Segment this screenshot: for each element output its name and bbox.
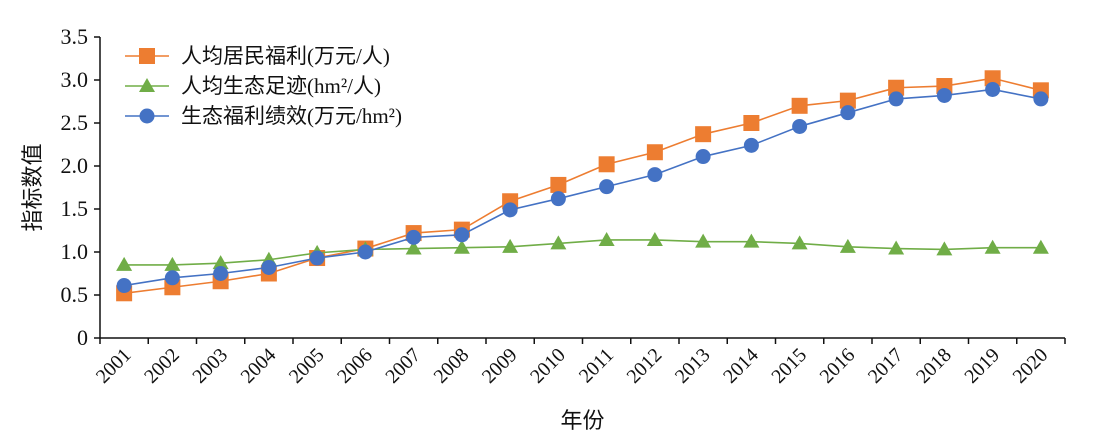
y-axis-title: 指标数值: [20, 143, 45, 231]
series-1-point: [984, 70, 1001, 87]
series-1-point: [888, 79, 905, 96]
x-tick-label: 2015: [767, 344, 811, 388]
x-tick-label: 2019: [960, 344, 1004, 388]
x-tick-label: 2001: [92, 344, 136, 388]
series-2-point: [405, 240, 422, 255]
series-3-point: [888, 91, 904, 107]
legend-entry-2: 人均生态足迹(hm²/人): [125, 74, 381, 98]
series-2-point: [212, 255, 229, 270]
series-2-point: [1032, 239, 1049, 254]
x-tick-label: 2016: [816, 344, 860, 388]
series-3-point: [695, 149, 711, 165]
x-tick-label: 2012: [623, 344, 667, 388]
x-tick-label: 2006: [333, 344, 377, 388]
series-2-point: [984, 239, 1001, 254]
series-3-point: [116, 278, 132, 294]
series-2-point: [791, 235, 808, 250]
series-2-point: [116, 256, 133, 271]
series-3-point: [550, 191, 566, 207]
series-3-point: [357, 244, 373, 260]
series-3-point: [406, 229, 422, 245]
series-3-point: [454, 227, 470, 243]
series-2-point: [646, 231, 663, 246]
series-1-point: [839, 92, 856, 109]
series-1-point: [646, 144, 663, 161]
y-tick-label: 0: [77, 325, 88, 350]
y-tick-label: 3.0: [61, 67, 89, 92]
series-3-point: [261, 259, 277, 275]
x-ticks: 2001 2002 2003 2004 2005 2006 2007 2008 2009 2010…: [92, 338, 1066, 388]
series-2-line: [124, 239, 1041, 266]
y-tick-label: 2.0: [61, 153, 89, 178]
series-2-point: [453, 239, 470, 254]
x-tick-label: 2013: [671, 344, 715, 388]
x-tick-label: 2002: [140, 344, 184, 388]
series-1-point: [598, 156, 615, 173]
series-2: [116, 231, 1049, 271]
legend-label: 人均生态足迹(hm²/人): [181, 74, 381, 98]
legend-label: 人均居民福利(万元/人): [181, 44, 390, 68]
x-tick-label: 2014: [719, 344, 763, 388]
series-1-point: [695, 126, 712, 143]
series-1-point: [791, 97, 808, 114]
x-axis-title: 年份: [560, 408, 604, 433]
x-tick-label: 2008: [430, 344, 474, 388]
series-3-point: [309, 250, 325, 266]
series-1-line: [124, 77, 1042, 295]
series-2-point: [936, 241, 953, 256]
series-2-point: [839, 238, 856, 253]
series-3-point: [1033, 91, 1049, 107]
y-tick-label: 0.5: [61, 282, 89, 307]
x-tick-label: 2018: [912, 344, 956, 388]
x-tick-label: 2004: [237, 344, 281, 388]
series-3-point: [985, 81, 1001, 97]
series-3-point: [840, 105, 856, 121]
series-3-point: [743, 137, 759, 153]
x-tick-label: 2020: [1009, 344, 1053, 388]
legend-marker: [139, 108, 155, 124]
series-3-point: [647, 167, 663, 183]
legend-marker: [139, 78, 155, 92]
series-1-point: [743, 115, 760, 131]
series-2-point: [502, 238, 519, 253]
series-2-point: [695, 233, 712, 248]
x-tick-label: 2011: [575, 344, 618, 387]
legend-marker: [139, 48, 155, 64]
y-tick-label: 3.5: [61, 24, 89, 49]
series-3-point: [936, 87, 952, 103]
legend-label: 生态福利绩效(万元/hm²): [181, 104, 402, 128]
series-2-point: [164, 256, 181, 271]
x-tick-label: 2007: [381, 344, 425, 388]
y-ticks: 0 0.5 1.0 1.5 2.0 2.5 3.0 3.5: [61, 24, 100, 350]
series-3-line: [123, 88, 1042, 287]
series-3-point: [213, 266, 229, 281]
x-tick-label: 2005: [285, 344, 329, 388]
series-3-point: [502, 202, 518, 218]
x-tick-label: 2017: [864, 344, 908, 388]
x-tick-label: 2010: [526, 344, 570, 388]
series-2-point: [598, 231, 615, 246]
legend-entry-3: 生态福利绩效(万元/hm²): [125, 104, 402, 128]
series-layer: [116, 70, 1049, 302]
series-3: [116, 81, 1049, 294]
y-tick-label: 1.0: [61, 239, 89, 264]
legend-entry-1: 人均居民福利(万元/人): [125, 44, 390, 68]
series-2-point: [888, 240, 905, 255]
series-3-point: [164, 270, 180, 286]
x-tick-label: 2003: [188, 344, 232, 388]
y-tick-label: 1.5: [61, 196, 89, 221]
series-3-point: [792, 118, 808, 134]
x-tick-label: 2009: [478, 344, 522, 388]
series-3-point: [599, 179, 615, 195]
series-2-point: [550, 235, 567, 250]
y-tick-label: 2.5: [61, 110, 89, 135]
series-2-point: [743, 233, 760, 248]
series-1-point: [550, 176, 567, 193]
legend: 人均居民福利(万元/人) 人均生态足迹(hm²/人) 生态福利绩效(万元/hm²): [125, 44, 402, 128]
